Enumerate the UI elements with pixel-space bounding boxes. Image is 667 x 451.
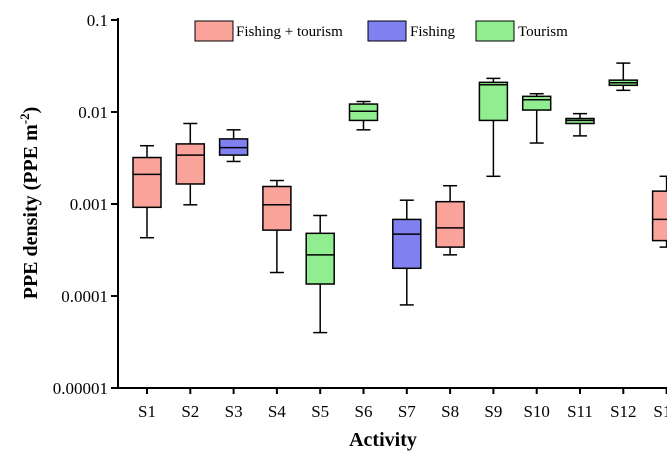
y-tick-label: 0.01: [78, 103, 108, 122]
legend-label-fishing-tourism: Fishing + tourism: [236, 24, 343, 40]
y-tick-label: 0.1: [87, 11, 108, 30]
box-iqr: [175, 143, 206, 185]
box-s1: [132, 144, 162, 239]
y-axis-ticks: 0.1 0.01 0.001 0.0001 0.00001: [53, 11, 118, 398]
y-axis-title-superscript: -2: [17, 113, 32, 124]
x-axis-title: Activity: [349, 429, 417, 451]
x-tick-label: S4: [268, 402, 286, 421]
x-tick-label: S8: [441, 402, 459, 421]
box-s4: [262, 179, 292, 274]
legend-swatch-fishing: [367, 20, 407, 42]
x-tick-label: S7: [398, 402, 416, 421]
y-axis-title: PPE density (PPE m-2): [17, 107, 42, 300]
box-s13: [651, 175, 667, 248]
box-s12: [608, 62, 639, 92]
x-axis-ticks: S1 S2 S3 S4 S5 S6 S7 S8 S9 S10 S11 S12 S13: [138, 388, 667, 421]
box-series: [132, 62, 667, 334]
box-s10: [521, 92, 552, 144]
box-s7: [392, 199, 422, 306]
y-axis-title-close: ): [20, 107, 42, 114]
x-tick-label: S9: [484, 402, 502, 421]
box-s9: [478, 77, 509, 178]
x-tick-label: S6: [355, 402, 373, 421]
box-s8: [435, 184, 465, 256]
box-s2: [175, 122, 206, 206]
box-iqr: [262, 185, 292, 231]
legend-label-tourism: Tourism: [518, 24, 568, 40]
box-iqr: [305, 232, 335, 285]
box-iqr: [132, 156, 162, 209]
legend: Fishing + tourism Fishing Tourism: [194, 20, 568, 42]
x-tick-label: S10: [523, 402, 549, 421]
box-iqr: [392, 218, 422, 270]
x-tick-label: S13: [653, 402, 667, 421]
x-tick-label: S11: [567, 402, 593, 421]
x-tick-label: S2: [181, 402, 199, 421]
box-s11: [565, 112, 595, 137]
y-tick-label: 0.001: [70, 195, 108, 214]
box-iqr: [651, 190, 667, 242]
box-iqr: [478, 81, 509, 122]
x-tick-label: S1: [138, 402, 156, 421]
y-tick-label: 0.00001: [53, 379, 108, 398]
y-tick-label: 0.0001: [61, 287, 108, 306]
box-s5: [305, 214, 335, 334]
x-tick-label: S12: [610, 402, 636, 421]
box-iqr: [435, 200, 465, 248]
x-tick-label: S5: [311, 402, 329, 421]
y-axis-title-main: PPE density (PPE m: [20, 124, 42, 299]
box-s6: [348, 100, 379, 131]
x-tick-label: S3: [225, 402, 243, 421]
legend-label-fishing: Fishing: [410, 24, 456, 40]
box-iqr: [521, 95, 552, 111]
legend-swatch-tourism: [475, 20, 515, 42]
legend-swatch-fishing-tourism: [194, 20, 234, 42]
box-s3: [218, 129, 249, 163]
box-iqr: [348, 103, 379, 122]
